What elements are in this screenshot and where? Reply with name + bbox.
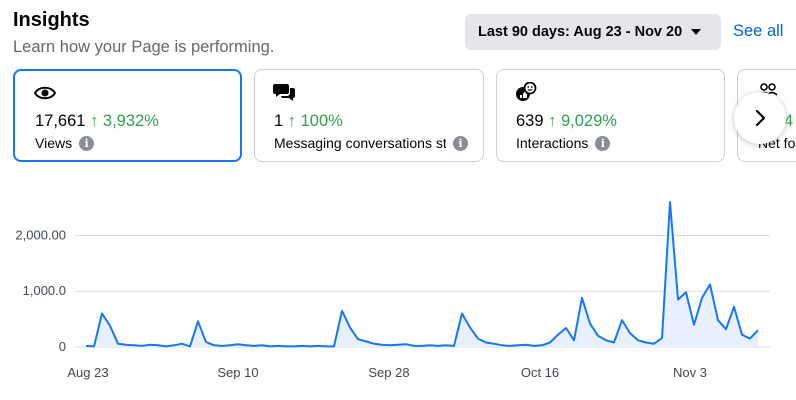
metric-label: Views i	[35, 135, 95, 151]
eye-icon	[34, 86, 56, 100]
y-tick-label: 2,000.00	[15, 227, 66, 242]
info-icon[interactable]: i	[595, 135, 611, 151]
chart-y-axis: 2,000.00 1,000.0 0	[15, 227, 66, 354]
x-tick-label: Sep 28	[368, 365, 409, 380]
x-tick-label: Nov 3	[673, 365, 707, 380]
info-icon[interactable]: i	[79, 135, 95, 151]
reactions-icon	[516, 82, 537, 101]
metric-label: Messaging conversations star i	[274, 135, 468, 151]
caret-down-icon	[691, 29, 702, 35]
metric-delta: ↑ 9,029%	[548, 112, 617, 130]
chart-series-line	[85, 201, 759, 348]
metric-delta: 4	[784, 112, 794, 130]
metric-value: 17,661 ↑ 3,932%	[35, 112, 159, 130]
views-chart: 2,000.00 1,000.0 0 Aug 23 Sep 10 Sep 28 Oct 1…	[15, 201, 770, 380]
page-title: Insights	[13, 9, 90, 31]
chart-area-fill	[86, 202, 758, 347]
chat-bubbles-icon	[273, 84, 295, 101]
date-range-label: Last 90 days: Aug 23 - Nov 20	[478, 24, 683, 40]
metric-value: 4	[758, 112, 793, 131]
x-tick-label: Oct 16	[521, 365, 559, 380]
metric-delta: ↑ 100%	[287, 112, 343, 130]
metric-value: 639 ↑ 9,029%	[516, 112, 617, 130]
info-icon[interactable]: i	[453, 135, 468, 151]
next-cards-button[interactable]	[734, 92, 786, 144]
metric-card-views[interactable]: 17,661 ↑ 3,932% Views i	[13, 69, 242, 162]
date-range-dropdown[interactable]: Last 90 days: Aug 23 - Nov 20	[465, 14, 721, 50]
metric-value: 1 ↑ 100%	[274, 112, 343, 130]
page-subtitle: Learn how your Page is performing.	[13, 38, 275, 56]
metric-label: Interactions i	[516, 135, 611, 151]
metric-card-interactions[interactable]: 639 ↑ 9,029% Interactions i	[496, 69, 725, 162]
chevron-right-icon	[755, 109, 766, 127]
metric-card-messaging[interactable]: 1 ↑ 100% Messaging conversations star i	[254, 69, 484, 162]
chart-x-axis: Aug 23 Sep 10 Sep 28 Oct 16 Nov 3	[67, 365, 707, 380]
y-tick-label: 0	[59, 339, 66, 354]
metric-delta: ↑ 3,932%	[90, 112, 159, 130]
x-tick-label: Sep 10	[217, 365, 258, 380]
x-tick-label: Aug 23	[67, 365, 108, 380]
y-tick-label: 1,000.0	[23, 283, 66, 298]
see-all-link[interactable]: See all	[733, 22, 784, 40]
